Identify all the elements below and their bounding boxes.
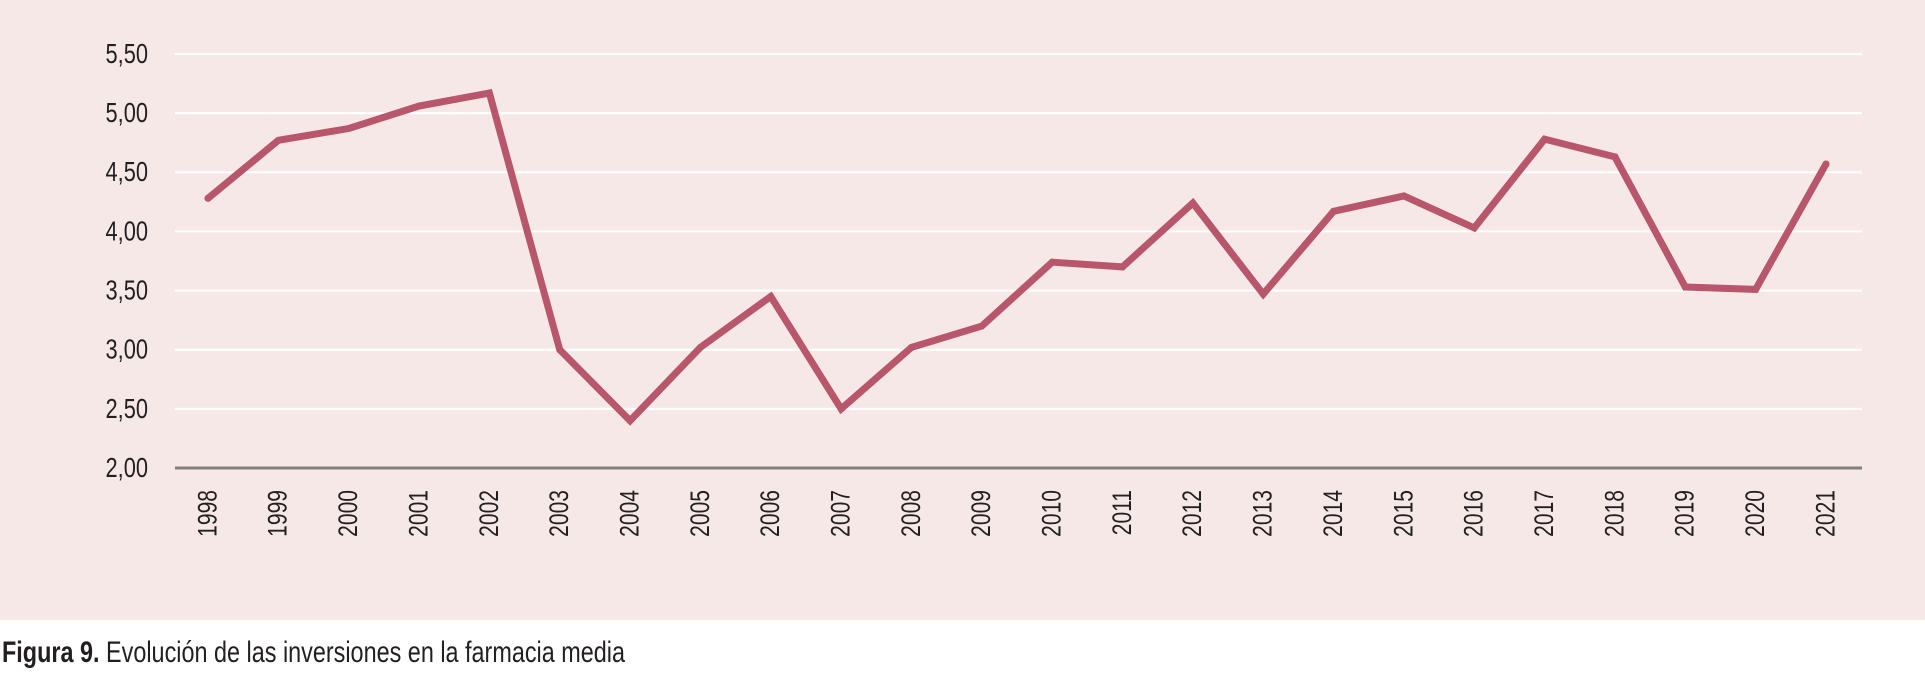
y-tick-label: 2,50 (106, 393, 148, 424)
y-tick-label: 5,00 (106, 98, 148, 129)
x-tick-label: 2015 (1389, 490, 1419, 537)
series-line (204, 89, 1830, 426)
data-point (1681, 283, 1689, 291)
x-tick-label: 1998 (193, 490, 223, 537)
x-tick-label: 2019 (1670, 490, 1700, 537)
data-point (626, 417, 634, 425)
x-tick-label: 1999 (263, 490, 293, 537)
x-tick-label: 2007 (826, 490, 856, 537)
data-point (1611, 153, 1619, 161)
data-point (907, 343, 915, 351)
x-tick-label: 2006 (756, 490, 786, 537)
x-tick-label: 2003 (545, 490, 575, 537)
y-tick-label: 5,50 (106, 38, 148, 69)
line-chart: 2,002,503,003,504,004,505,005,50 1998 199… (106, 38, 1862, 537)
data-point (274, 136, 282, 144)
data-point (1189, 199, 1197, 207)
data-point (837, 405, 845, 413)
figure-caption-text: Evolución de las inversiones en la farma… (106, 636, 626, 669)
data-point (345, 125, 353, 133)
x-tick-label: 2017 (1530, 490, 1560, 537)
figure-caption-label: Figura 9. (2, 636, 100, 669)
x-tick-label: 2000 (334, 490, 364, 537)
x-tick-label: 2002 (474, 490, 504, 537)
y-tick-label: 3,50 (106, 275, 148, 306)
y-tick-label: 2,00 (106, 452, 148, 483)
x-tick-label: 2011 (1107, 490, 1137, 535)
data-point (1259, 290, 1267, 298)
x-tick-label: 2016 (1459, 490, 1489, 537)
data-point (485, 89, 493, 97)
x-tick-label: 2001 (404, 490, 434, 537)
data-point (767, 292, 775, 300)
y-axis-tick-labels: 2,00 2,50 3,00 3,50 4,00 4,50 5,00 5,50 (106, 38, 148, 483)
x-tick-label: 2008 (896, 490, 926, 537)
x-tick-label: 2005 (685, 490, 715, 537)
y-tick-label: 4,50 (106, 157, 148, 188)
x-tick-label: 2021 (1811, 490, 1841, 537)
data-point (1541, 135, 1549, 143)
data-point (415, 102, 423, 110)
x-tick-label: 2004 (615, 490, 645, 537)
data-point (1048, 258, 1056, 266)
x-tick-label: 2018 (1600, 490, 1630, 537)
x-tick-label: 2020 (1741, 490, 1771, 537)
data-point (1400, 192, 1408, 200)
data-point (696, 343, 704, 351)
data-point (978, 322, 986, 330)
data-point (1119, 263, 1127, 271)
data-point (1330, 207, 1338, 215)
y-tick-label: 3,00 (106, 334, 148, 365)
y-tick-label: 4,00 (106, 216, 148, 247)
data-point (1822, 160, 1830, 168)
chart-panel: 2,00 2,50 3,00 3,50 4,00 4,50 5,00 5,50 1998 199… (0, 0, 1925, 620)
data-point (556, 346, 564, 354)
data-point (1470, 224, 1478, 232)
x-tick-label: 2009 (967, 490, 997, 537)
data-points (204, 89, 1830, 425)
x-tick-label: 2012 (1178, 490, 1208, 537)
x-tick-label: 2014 (1319, 490, 1349, 537)
figure-caption: Figura 9. Evolución de las inversiones e… (2, 636, 625, 670)
data-point (1752, 285, 1760, 293)
x-tick-label: 2013 (1248, 490, 1278, 537)
data-point (204, 194, 212, 202)
x-axis-tick-labels: 1998 1999 2000 2001 2002 2003 2004 2005 2006 2007… (193, 490, 1841, 537)
x-tick-label: 2010 (1037, 490, 1067, 537)
